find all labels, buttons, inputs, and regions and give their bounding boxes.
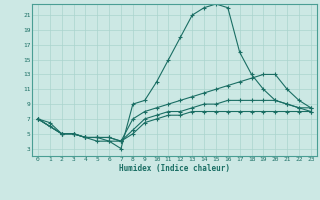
X-axis label: Humidex (Indice chaleur): Humidex (Indice chaleur) <box>119 164 230 173</box>
